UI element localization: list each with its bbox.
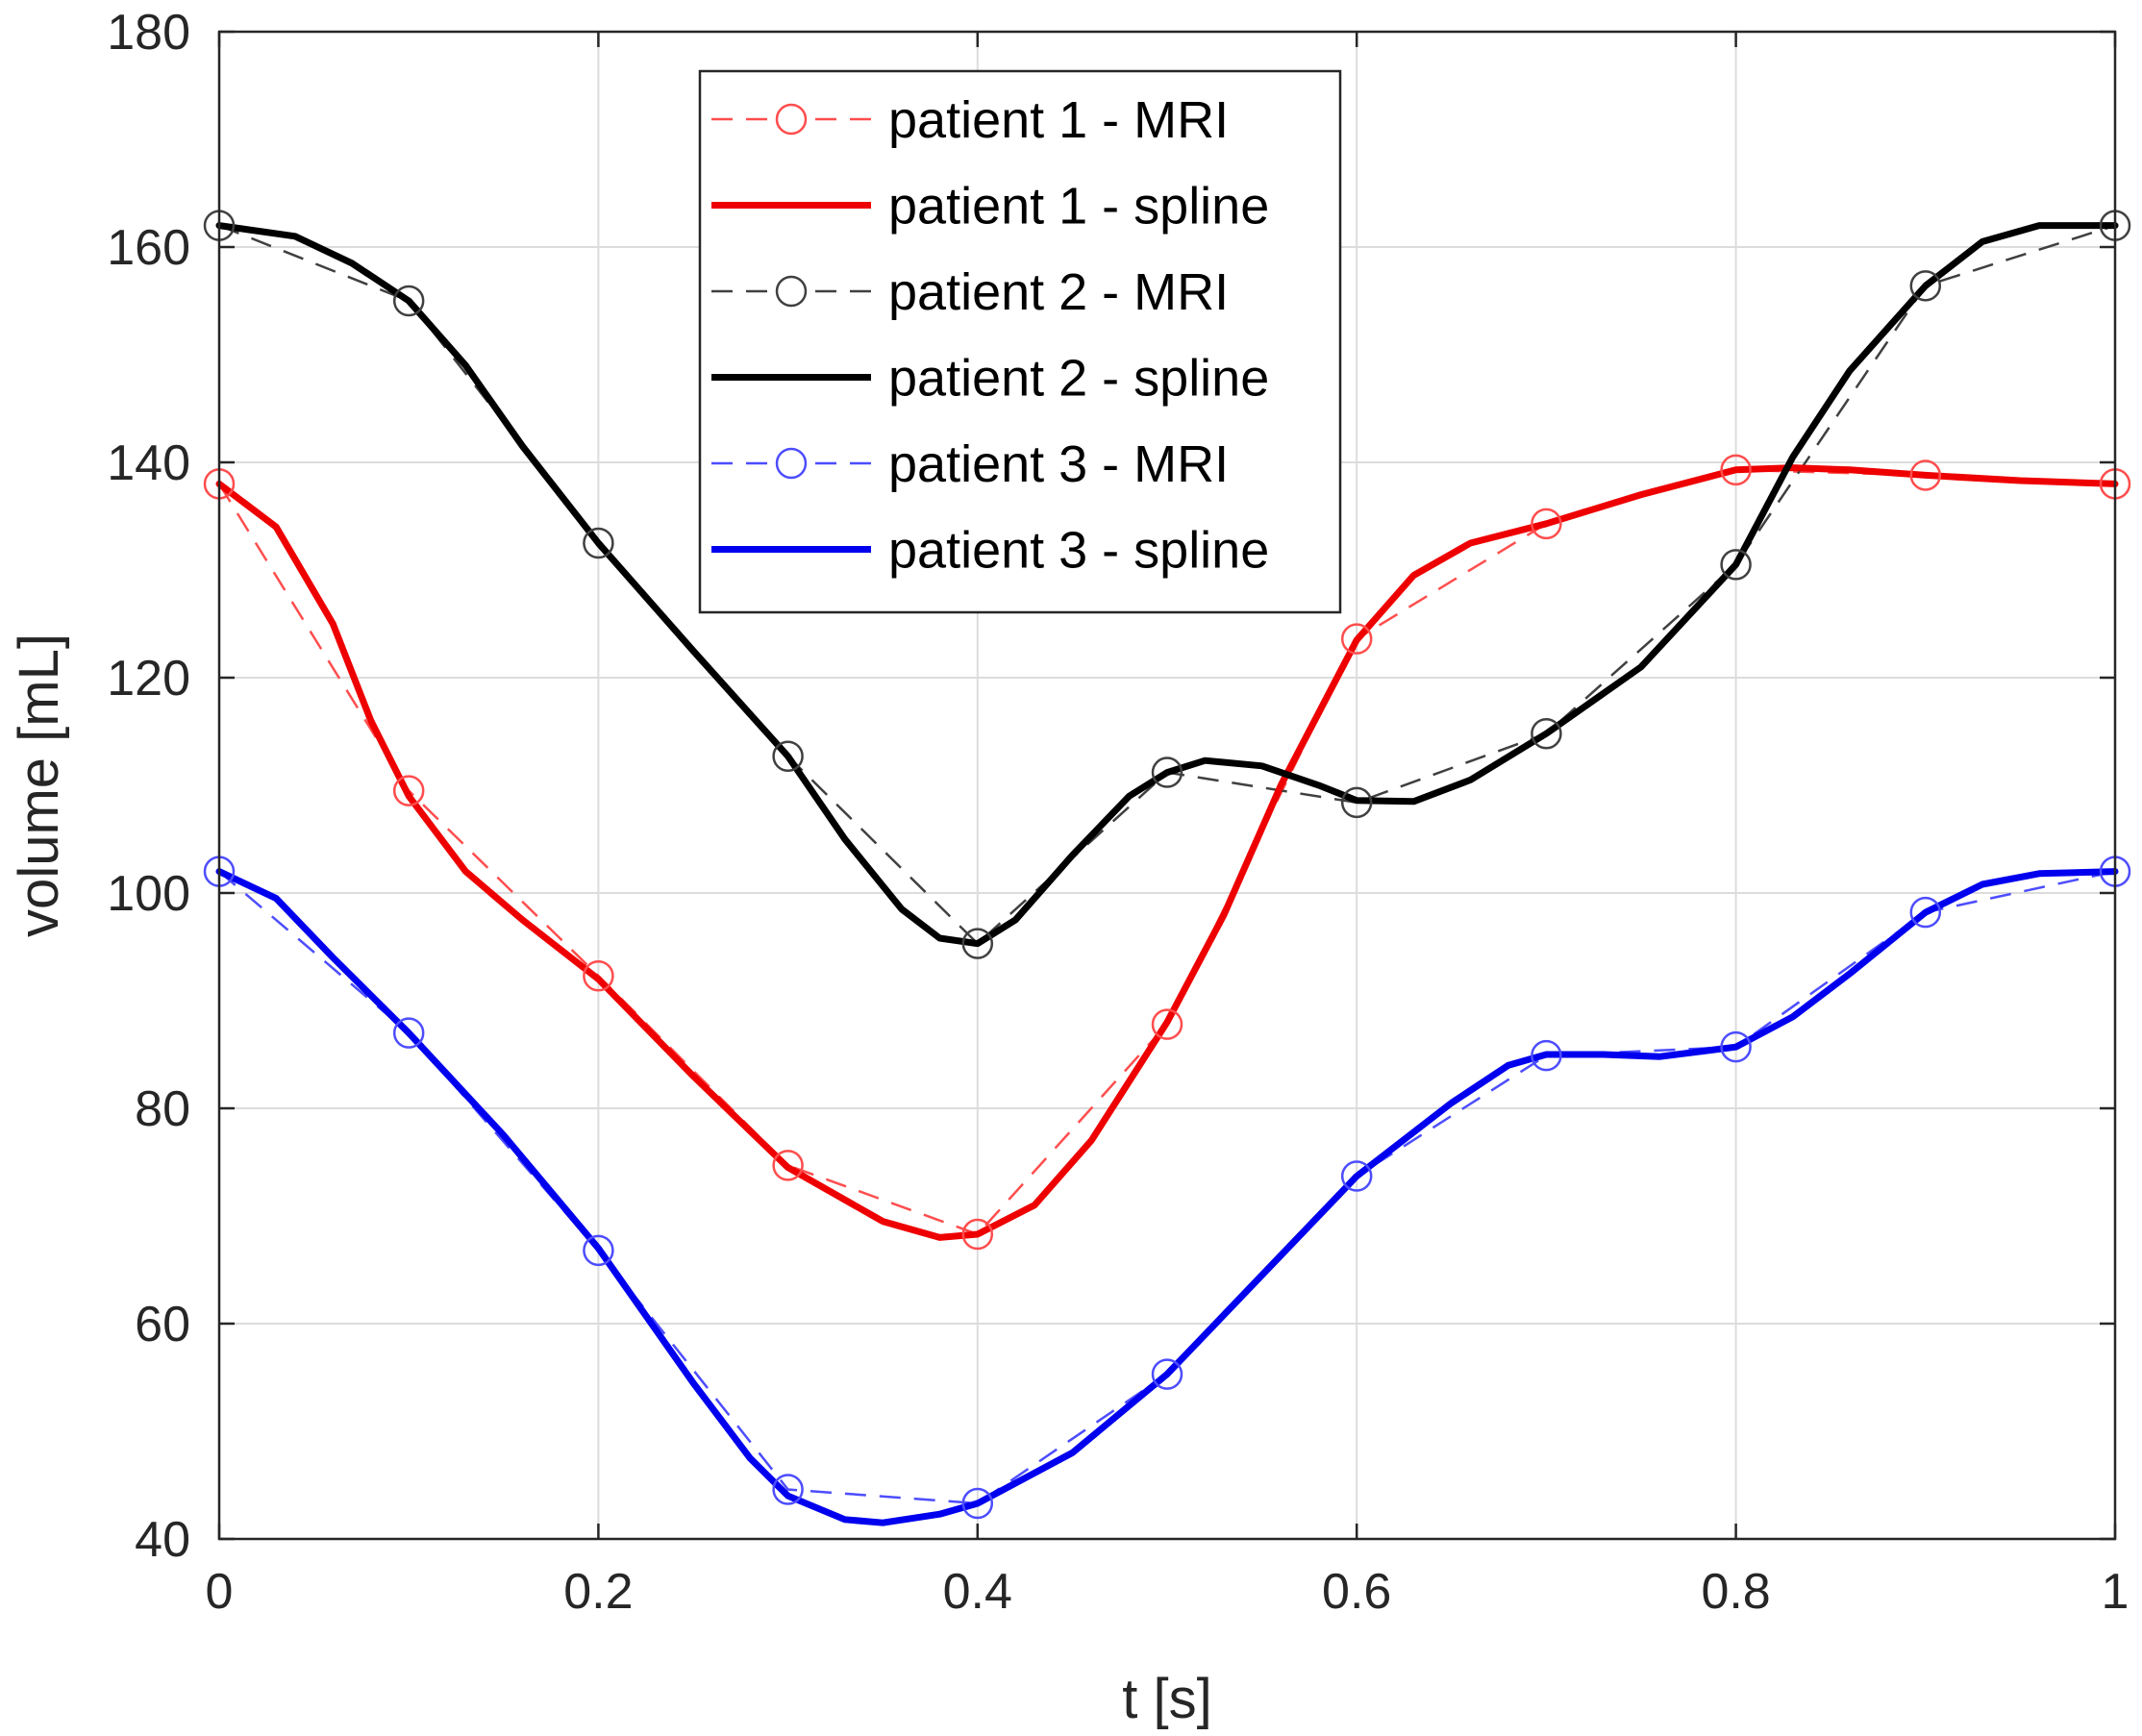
data-point-patient-3-mri <box>1151 1358 1183 1390</box>
series-line-patient-2-spline <box>215 222 2119 948</box>
data-point-patient-1-mri <box>772 1150 804 1181</box>
data-point-patient-1-mri <box>1151 1008 1183 1040</box>
data-point-patient-1-mri <box>1531 508 1562 540</box>
y-tick-label: 40 <box>135 1512 190 1568</box>
legend-marker-patient-2-mri <box>775 275 808 308</box>
y-tick-label: 80 <box>135 1081 190 1137</box>
legend-marker-patient-3-mri <box>775 447 808 480</box>
data-point-patient-3-mri <box>772 1474 804 1505</box>
x-tick-label: 0.2 <box>563 1564 633 1620</box>
x-tick-label: 0.4 <box>943 1564 1012 1620</box>
y-tick-label: 60 <box>135 1297 190 1352</box>
data-point-patient-3-mri <box>1531 1039 1562 1072</box>
x-tick-label: 1 <box>2102 1564 2130 1620</box>
y-tick-label: 100 <box>107 866 190 922</box>
x-tick-label: 0 <box>206 1564 234 1620</box>
axes-box <box>217 30 2117 1541</box>
y-axis-label: volume [mL] <box>8 633 70 937</box>
data-point-patient-2-mri <box>1531 717 1562 750</box>
y-tick-label: 160 <box>107 220 190 276</box>
series-line-patient-3-spline <box>215 868 2119 1526</box>
legend-label-patient-1-mri: patient 1 - MRI <box>888 91 1229 149</box>
data-point-patient-1-mri <box>1720 454 1752 486</box>
data-point-patient-3-mri <box>1720 1030 1752 1063</box>
legend-label-patient-3-spline: patient 3 - spline <box>888 522 1269 580</box>
data-point-patient-2-mri <box>1909 270 1942 302</box>
y-tick-label: 140 <box>107 435 190 491</box>
legend-box <box>698 69 1342 614</box>
data-point-patient-3-mri <box>392 1017 425 1049</box>
legend-label-patient-3-mri: patient 3 - MRI <box>888 435 1229 493</box>
legend-label-patient-2-spline: patient 2 - spline <box>888 350 1269 408</box>
y-tick-label: 120 <box>107 651 190 707</box>
series-line-patient-1-spline <box>215 464 2119 1241</box>
data-point-patient-2-mri <box>961 928 994 959</box>
data-point-patient-1-mri <box>1340 623 1373 655</box>
legend-label-patient-2-mri: patient 2 - MRI <box>888 263 1229 321</box>
data-point-patient-1-mri <box>392 775 425 806</box>
data-point-patient-3-mri <box>961 1487 994 1520</box>
y-tick-label: 180 <box>107 5 190 61</box>
legend: patient 1 - MRI patient 1 - spline patient… <box>698 69 1342 614</box>
data-point-patient-2-mri <box>1151 756 1183 788</box>
data-point-patient-3-mri <box>1340 1160 1373 1192</box>
data-point-patient-2-mri <box>772 740 804 773</box>
x-axis-label: t [s] <box>1122 1668 1211 1730</box>
x-tick-label: 0.6 <box>1322 1564 1391 1620</box>
data-point-patient-2-mri <box>1720 549 1752 581</box>
data-point-patient-1-mri <box>961 1218 994 1251</box>
data-point-patient-1-mri <box>1909 459 1942 491</box>
data-point-patient-3-mri <box>1909 896 1942 929</box>
data-point-patient-1-mri <box>583 959 614 992</box>
data-point-patient-3-mri <box>583 1234 614 1267</box>
data-point-patient-2-mri <box>392 285 425 317</box>
legend-label-patient-1-spline: patient 1 - spline <box>888 178 1269 236</box>
data-point-patient-2-mri <box>1340 786 1373 819</box>
legend-marker-patient-1-mri <box>775 103 808 136</box>
data-point-patient-2-mri <box>583 527 614 559</box>
x-tick-label: 0.8 <box>1701 1564 1770 1620</box>
